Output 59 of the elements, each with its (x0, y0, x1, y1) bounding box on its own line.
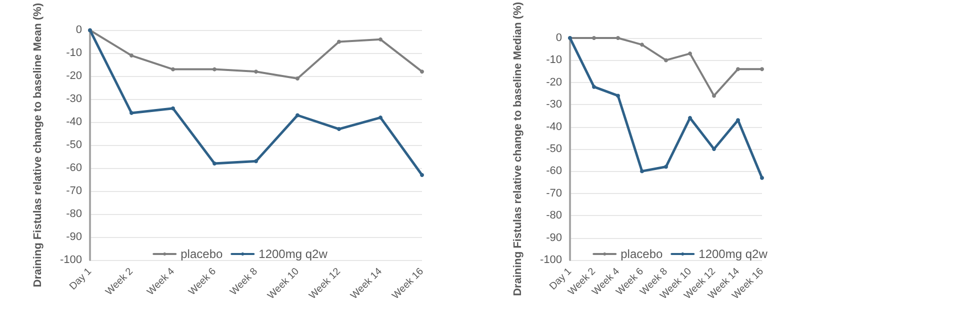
legend-label: 1200mg q2w (698, 247, 768, 261)
y-tick-label: 0 (76, 24, 82, 36)
point (640, 42, 644, 47)
point (760, 176, 764, 180)
legend-label: 1200mg q2w (258, 247, 328, 261)
point (212, 67, 216, 72)
point (212, 162, 216, 166)
y-tick-label: 0 (556, 32, 562, 44)
point (130, 54, 134, 58)
y-axis-title: Draining Fistulas relative change to baseline Mean (%) (32, 2, 44, 288)
point (171, 106, 175, 110)
legend-label: placebo (620, 247, 663, 261)
point (420, 172, 424, 177)
point (616, 94, 620, 98)
y-tick-label: -50 (546, 143, 562, 156)
line-series (568, 36, 764, 180)
y-tick-label: -30 (66, 93, 82, 106)
legend-label: placebo (180, 247, 223, 261)
y-tick-label: -40 (66, 116, 82, 128)
y-tick-label: -50 (66, 139, 82, 152)
point (337, 40, 341, 44)
y-tick-label: -100 (540, 254, 562, 266)
point (378, 116, 382, 120)
y-tick-label: -80 (546, 210, 562, 222)
point (760, 67, 764, 72)
y-tick-label: -90 (66, 231, 82, 244)
y-tick-label: -70 (66, 185, 82, 198)
y-tick-label: -80 (66, 208, 82, 220)
point (337, 127, 341, 132)
point (688, 52, 692, 56)
y-tick-label: -60 (66, 162, 82, 174)
point (420, 70, 424, 74)
point (664, 58, 668, 62)
point (640, 169, 644, 174)
point (254, 159, 258, 164)
y-tick-label: -90 (546, 232, 562, 244)
y-tick-label: -30 (546, 98, 562, 111)
y-tick-label: -10 (546, 54, 562, 66)
y-tick-label: -10 (66, 47, 82, 60)
y-tick-label: -20 (546, 76, 562, 88)
point (712, 94, 716, 98)
y-axis-title: Draining Fistulas relative change to baseline Median (%) (512, 2, 524, 296)
point (130, 110, 134, 115)
point (592, 84, 596, 89)
point (378, 37, 382, 42)
y-tick-label: -60 (546, 165, 562, 178)
x-tick-label: Day 1 (68, 266, 94, 292)
y-tick-label: -20 (66, 70, 82, 82)
point (296, 113, 300, 118)
y-tick-label: -40 (546, 120, 562, 133)
point (664, 164, 668, 169)
y-tick-label: -70 (546, 187, 562, 200)
point (171, 67, 175, 72)
point (616, 36, 620, 40)
point (254, 70, 258, 74)
line-series (88, 28, 424, 177)
point (296, 76, 300, 80)
point (736, 67, 740, 72)
y-tick-label: -100 (60, 254, 82, 266)
